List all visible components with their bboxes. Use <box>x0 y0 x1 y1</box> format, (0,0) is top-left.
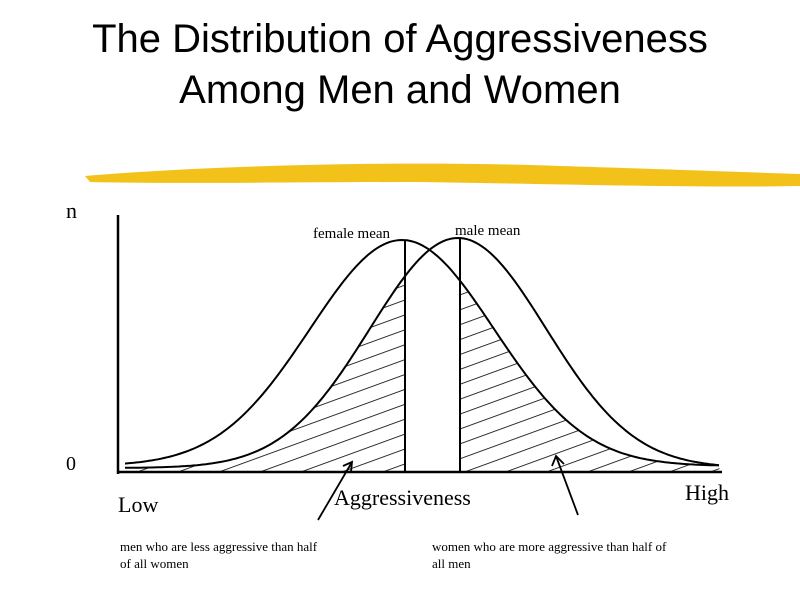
male-curve <box>125 236 720 469</box>
male-mean-label: male mean <box>455 223 521 239</box>
female-curve <box>124 238 720 467</box>
title-line: Among Men and Women <box>179 68 621 112</box>
x-high: High <box>685 480 729 505</box>
annotation-right: women who are more aggressive than half … <box>432 539 667 571</box>
title-line: The Distribution of Aggressiveness <box>92 17 708 61</box>
x-low: Low <box>118 492 158 517</box>
x-label: Aggressiveness <box>334 485 471 510</box>
y-label: n <box>66 198 77 223</box>
female-mean-label: female mean <box>313 226 391 242</box>
annotation-text: women who are more aggressive than half … <box>432 539 667 571</box>
curves <box>124 236 720 472</box>
arrows <box>317 454 579 521</box>
hatch-right <box>460 280 720 472</box>
hatch-left <box>125 276 405 472</box>
y-zero: 0 <box>66 453 76 475</box>
annotation-text: men who are less aggressive than half of… <box>120 539 318 571</box>
brush-stroke <box>85 163 800 187</box>
annotation-left: men who are less aggressive than half of… <box>120 539 318 571</box>
